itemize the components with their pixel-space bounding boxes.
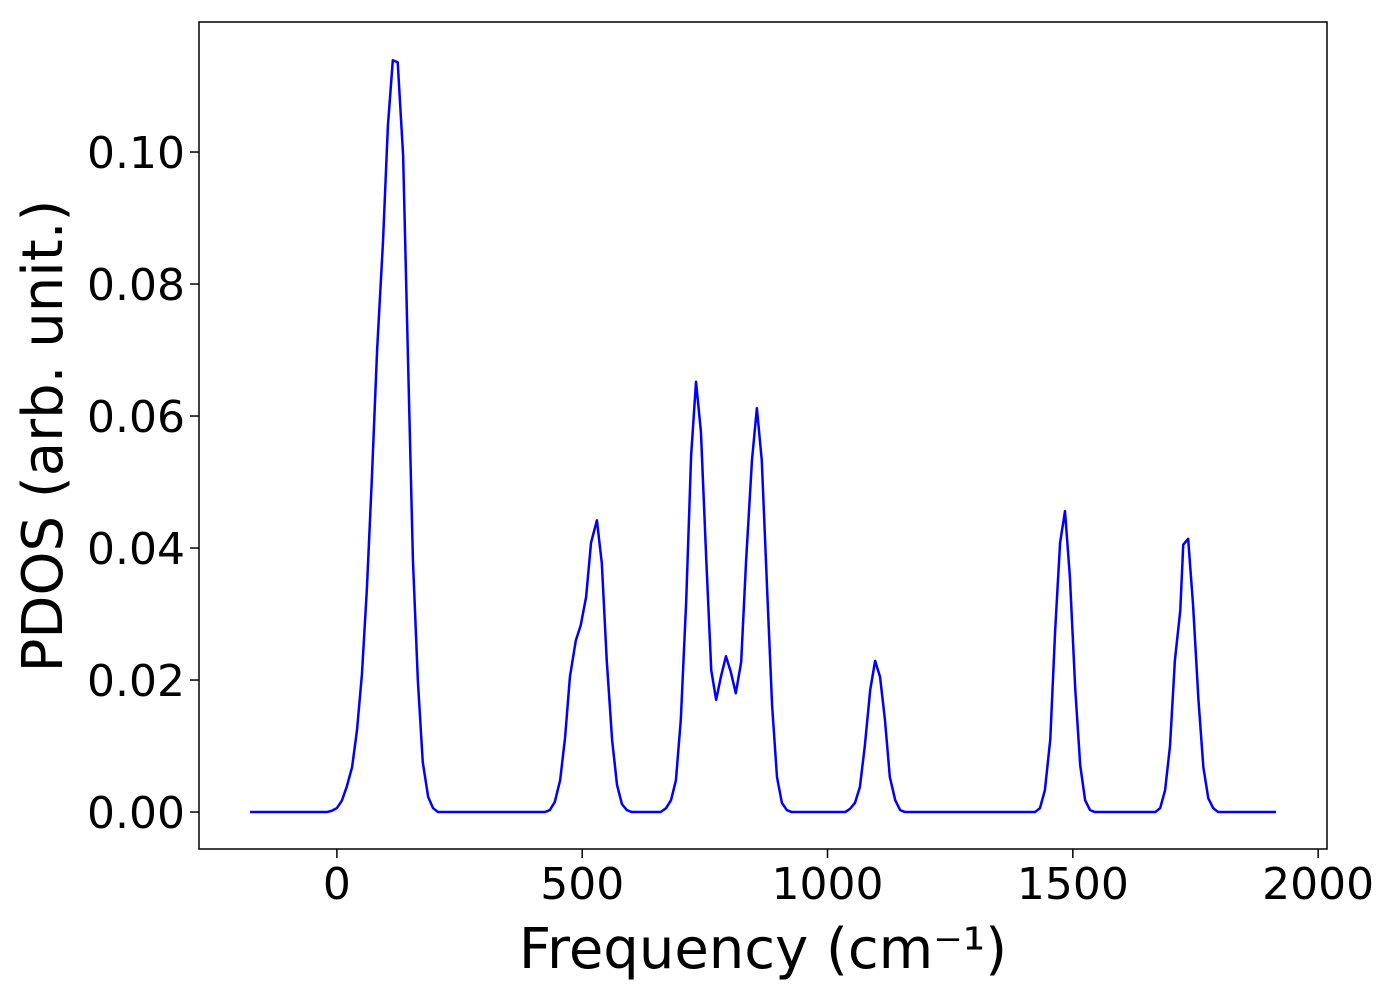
x-tick-label: 1000	[772, 859, 884, 910]
y-axis-label: PDOS (arb. unit.)	[11, 200, 76, 673]
x-tick-label: 0	[323, 859, 351, 910]
y-tick-label: 0.00	[87, 788, 185, 839]
x-axis-label: Frequency (cm⁻¹)	[519, 917, 1007, 982]
data-line	[250, 59, 1276, 814]
y-tick-label: 0.02	[87, 656, 185, 707]
x-tick-label: 2000	[1262, 859, 1374, 910]
y-tick-label: 0.10	[87, 128, 185, 179]
x-tick-label: 1500	[1017, 859, 1129, 910]
y-tick-label: 0.06	[87, 392, 185, 443]
plot-frame	[198, 21, 1328, 850]
y-tick-label: 0.04	[87, 524, 185, 575]
y-tick-label: 0.08	[87, 260, 185, 311]
x-tick-label: 500	[540, 859, 624, 910]
